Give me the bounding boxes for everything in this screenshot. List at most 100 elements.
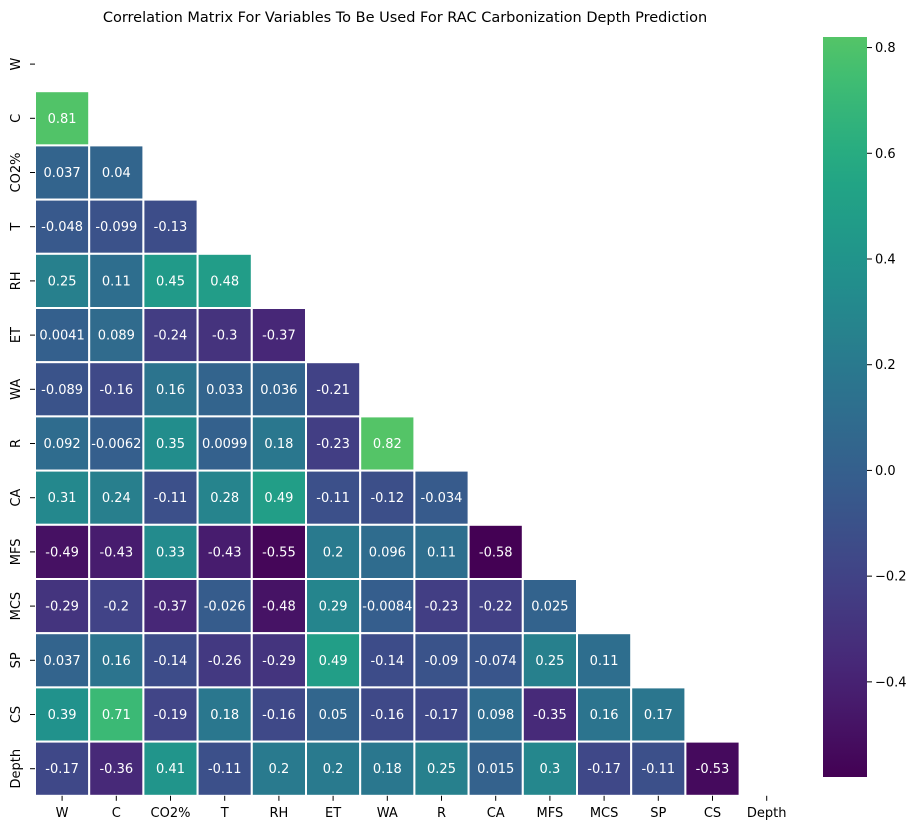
- cell-value-label: 0.18: [210, 708, 239, 723]
- colorbar-gradient: [823, 37, 867, 777]
- y-tick-label: CS: [9, 706, 24, 723]
- heatmap-cell-Depth-MFS: [521, 740, 578, 797]
- heatmap-cell-Depth-WA: [359, 740, 416, 797]
- x-tick-label: T: [220, 806, 229, 821]
- colorbar-tick-label: 0.8: [875, 41, 896, 56]
- heatmap-cell-CS-ET: [305, 686, 362, 743]
- cell-value-label: -0.17: [587, 762, 621, 777]
- x-axis-tick-labels: W C CO2% T RH ET WA R CA MFS MCS SP CS Depth: [56, 795, 787, 821]
- heatmap-cell-CS-W: [34, 686, 91, 743]
- cell-value-label: 0.16: [102, 654, 131, 669]
- cell-value-label: -0.29: [262, 654, 296, 669]
- cell-value-label: -0.55: [262, 545, 296, 560]
- heatmap-cell-Depth-CS: [684, 740, 741, 797]
- colorbar: −0.4 −0.2 0.0 0.2 0.4 0.6 0.8: [823, 37, 907, 777]
- x-tick-label: MCS: [590, 806, 619, 821]
- cell-value-label: -0.48: [262, 600, 296, 615]
- heatmap-cell-ET-T: [196, 307, 253, 364]
- heatmap-cell-MFS-ET: [305, 523, 362, 580]
- x-tick-label: CO2%: [151, 806, 191, 821]
- cell-value-label: 0.096: [369, 545, 406, 560]
- heatmap-cell-Depth-W: [34, 740, 91, 797]
- cell-value-label: 0.037: [43, 654, 80, 669]
- heatmap-cell-CA-W: [34, 469, 91, 526]
- heatmap-cell-RH-C: [88, 252, 145, 310]
- cell-value-label: 0.24: [102, 491, 131, 506]
- cell-value-label: -0.16: [370, 708, 404, 723]
- heatmap-cell-WA-T: [196, 361, 253, 418]
- cell-value-label: -0.3: [212, 329, 237, 344]
- cell-value-label: -0.17: [45, 762, 79, 777]
- cell-value-label: 0.11: [590, 654, 619, 669]
- heatmap-cell-T-CO2%: [142, 198, 199, 255]
- heatmap-cell-MFS-W: [34, 523, 91, 580]
- cell-value-label: -0.034: [421, 491, 463, 506]
- x-tick-label: R: [437, 806, 446, 821]
- heatmap-cell-SP-ET: [305, 632, 362, 689]
- x-tick-label: ET: [325, 806, 341, 821]
- cell-value-label: 0.31: [48, 491, 77, 506]
- cell-value-label: 0.18: [373, 762, 402, 777]
- heatmap-cell-MFS-CA: [467, 523, 524, 580]
- cell-value-label: 0.25: [427, 762, 456, 777]
- cell-value-label: 0.82: [373, 437, 402, 452]
- cell-value-label: -0.58: [479, 545, 513, 560]
- heatmap-cell-MCS-CA: [467, 578, 524, 635]
- cell-value-label: 0.089: [98, 329, 135, 344]
- heatmap-cell-MCS-W: [34, 578, 91, 635]
- cell-value-label: -0.29: [45, 600, 79, 615]
- y-tick-label: WA: [9, 379, 24, 400]
- cell-value-label: 0.71: [102, 708, 131, 723]
- y-tick-label: MCS: [9, 592, 24, 621]
- x-tick-label: SP: [650, 806, 666, 821]
- colorbar-tick-label: 0.2: [875, 358, 896, 373]
- cell-value-label: 0.11: [427, 545, 456, 560]
- cell-value-label: -0.22: [479, 600, 513, 615]
- y-tick-label: T: [9, 223, 24, 232]
- cell-value-label: -0.26: [208, 654, 242, 669]
- heatmap-cell-Depth-MCS: [576, 740, 633, 797]
- cell-value-label: 0.35: [156, 437, 185, 452]
- heatmap-cell-CS-WA: [359, 686, 416, 743]
- cell-value-label: 0.0041: [39, 329, 85, 344]
- heatmap-cell-MCS-RH: [250, 578, 308, 635]
- cell-value-label: -0.074: [475, 654, 517, 669]
- y-tick-label: CA: [9, 489, 24, 507]
- colorbar-tick-label: −0.2: [875, 570, 907, 585]
- cell-value-label: -0.0062: [91, 437, 141, 452]
- heatmap-cell-CS-MCS: [576, 686, 633, 743]
- cell-value-label: 0.098: [477, 708, 514, 723]
- x-tick-label: WA: [377, 806, 398, 821]
- cell-value-label: -0.16: [99, 383, 133, 398]
- colorbar-tick-label: 0.6: [875, 147, 896, 162]
- cell-value-label: -0.17: [425, 708, 459, 723]
- x-tick-label: CS: [704, 806, 721, 821]
- x-tick-label: RH: [269, 806, 288, 821]
- y-tick-label: SP: [9, 652, 24, 668]
- cell-value-label: -0.36: [99, 762, 133, 777]
- cell-value-label: -0.12: [370, 491, 404, 506]
- heatmap-cell-CS-CO2%: [142, 686, 199, 743]
- heatmap-cell-SP-W: [34, 632, 91, 689]
- y-tick-label: RH: [9, 271, 24, 290]
- cell-value-label: 0.16: [590, 708, 619, 723]
- cell-value-label: -0.16: [262, 708, 296, 723]
- heatmap-cell-SP-CA: [467, 632, 524, 689]
- colorbar-tick-label: 0.4: [875, 253, 896, 268]
- chart-title: Correlation Matrix For Variables To Be U…: [103, 10, 707, 26]
- heatmap-cell-Depth-CA: [467, 740, 524, 797]
- x-tick-label: Depth: [747, 806, 787, 821]
- cell-value-label: -0.11: [154, 491, 188, 506]
- cell-value-label: -0.048: [41, 220, 83, 235]
- cell-value-label: -0.35: [533, 708, 567, 723]
- cell-value-label: 0.48: [210, 274, 239, 289]
- cell-value-label: -0.37: [154, 600, 188, 615]
- heatmap-cell-CA-R: [413, 469, 470, 526]
- heatmap-cells: [34, 90, 741, 797]
- cell-value-label: 0.037: [43, 166, 80, 181]
- cell-value-label: -0.43: [208, 545, 242, 560]
- cell-value-label: 0.04: [102, 166, 131, 181]
- cell-value-label: 0.18: [264, 437, 293, 452]
- heatmap-cell-MCS-R: [413, 578, 470, 635]
